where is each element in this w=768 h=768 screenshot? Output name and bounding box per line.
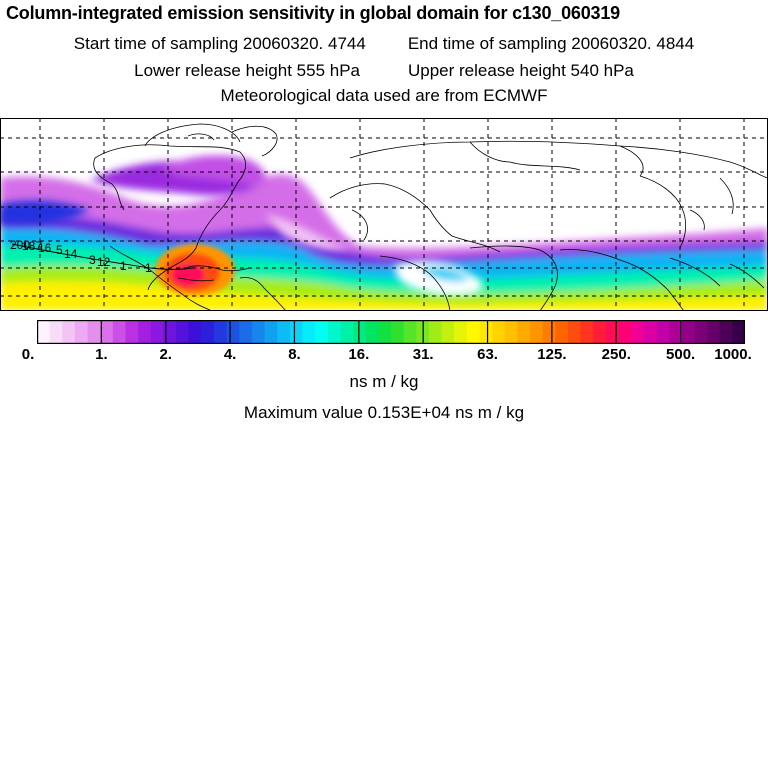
color-scale-cell <box>441 320 455 344</box>
color-scale-cell <box>302 320 316 344</box>
trajectory-label: 200 <box>10 238 30 252</box>
color-scale-cells <box>37 320 745 344</box>
color-scale-cell <box>719 320 733 344</box>
color-scale-cell <box>327 320 342 344</box>
color-scale-cell <box>656 320 670 344</box>
start-time-label: Start time of sampling 20060320. 4744 <box>73 34 366 53</box>
color-scale-cell <box>315 320 329 344</box>
color-scale-cell <box>454 320 468 344</box>
color-scale-cell <box>226 320 240 344</box>
color-scale-cell <box>669 320 683 344</box>
color-scale-cell <box>580 320 594 344</box>
color-scale-cell <box>125 320 139 344</box>
color-scale-cell <box>593 320 607 344</box>
trajectory-labels: 200 187 16 5 14 3 12 1 1 <box>10 238 152 275</box>
color-scale-cell <box>37 320 51 344</box>
color-scale-cell <box>391 320 405 344</box>
color-scale-cell <box>112 320 127 344</box>
color-scale-cell <box>694 320 708 344</box>
trajectory-label: 14 <box>64 247 78 261</box>
trajectory-label: 12 <box>97 255 111 269</box>
color-scale-cell <box>277 320 291 344</box>
color-scale-cell <box>403 320 417 344</box>
color-scale-tick-label: 250. <box>601 346 631 363</box>
release-heights: Lower release height 555 hPa Upper releas… <box>0 61 768 81</box>
color-scale-cell <box>138 320 152 344</box>
trajectory-label: 187 <box>22 239 42 253</box>
sampling-times: Start time of sampling 20060320. 4744 End… <box>0 34 768 54</box>
color-scale-cell <box>353 320 367 344</box>
color-scale-tick-label: 1000. <box>714 346 752 363</box>
color-scale-cell <box>504 320 519 344</box>
color-scale-cell <box>378 320 392 344</box>
upper-height-label: Upper release height 540 hPa <box>408 61 634 80</box>
color-scale-cell <box>201 320 215 344</box>
trajectory-label: 5 <box>56 243 63 257</box>
color-scale-cell <box>428 320 443 344</box>
color-scale-tick-label: 0. <box>21 346 35 363</box>
color-scale-cell <box>264 320 278 344</box>
color-scale-cell <box>681 320 696 344</box>
color-scale-tick-label: 8. <box>288 346 301 363</box>
color-scale-cell <box>643 320 658 344</box>
color-scale-tick-label: 4. <box>223 346 237 363</box>
met-data-label: Meteorological data used are from ECMWF <box>220 86 548 105</box>
color-scale-cell <box>605 320 620 344</box>
color-scale-cell <box>163 320 177 344</box>
color-scale-tick-label: 500. <box>666 346 696 363</box>
color-scale-cell <box>618 320 632 344</box>
color-scale-cell <box>49 320 63 344</box>
color-scale-cell <box>530 320 544 344</box>
color-scale-cell <box>732 320 745 344</box>
color-scale-tick-label: 125. <box>537 346 567 363</box>
color-scale-tick-label: 63. <box>477 346 498 363</box>
plot-title: Column-integrated emission sensitivity i… <box>6 3 620 23</box>
color-scale-cell <box>100 320 114 344</box>
color-scale-cell <box>188 320 202 344</box>
color-scale-cell <box>87 320 101 344</box>
color-scale-cell <box>479 320 493 344</box>
lower-height-label: Lower release height 555 hPa <box>134 61 360 80</box>
trajectory-label: 1 <box>145 261 152 275</box>
color-scale-cell <box>150 320 165 344</box>
color-scale-cell <box>555 320 569 344</box>
lat-lon-grid <box>0 118 768 311</box>
color-scale-cell <box>542 320 556 344</box>
emission-sensitivity-map: 200 187 16 5 14 3 12 1 1 <box>0 118 768 311</box>
color-scale-cell <box>239 320 253 344</box>
color-scale-cell <box>466 320 481 344</box>
trajectory-label: 16 <box>38 241 52 255</box>
color-scale-dividers <box>100 320 682 344</box>
color-scale-frame <box>37 320 745 344</box>
color-scale-tick-label: 1. <box>95 346 108 363</box>
color-scale-cell <box>568 320 582 344</box>
color-scale-cell <box>707 320 721 344</box>
color-scale-unit: ns m / kg <box>349 372 419 391</box>
color-scale-cell <box>214 320 228 344</box>
color-scale-cell <box>62 320 76 344</box>
maximum-value-label: Maximum value 0.153E+04 ns m / kg <box>243 403 525 422</box>
color-scale-cell <box>289 320 304 344</box>
trajectory-label: 1 <box>120 259 127 273</box>
end-time-label: End time of sampling 20060320. 4844 <box>407 34 695 53</box>
color-scale-bar <box>37 320 745 344</box>
color-scale-cell <box>517 320 531 344</box>
color-scale-tick-label: 31. <box>412 346 434 363</box>
color-scale-cell <box>492 320 506 344</box>
trajectory-path <box>11 243 193 270</box>
trajectory-label: 3 <box>89 253 96 267</box>
color-scale-cell <box>251 320 266 344</box>
color-scale-cell <box>365 320 379 344</box>
color-scale-tick-label: 2. <box>159 346 172 363</box>
color-scale-cell <box>631 320 645 344</box>
color-scale-cell <box>340 320 354 344</box>
color-scale-tick-label: 16. <box>348 346 370 363</box>
color-scale-cell <box>74 320 89 344</box>
color-scale-cell <box>176 320 190 344</box>
